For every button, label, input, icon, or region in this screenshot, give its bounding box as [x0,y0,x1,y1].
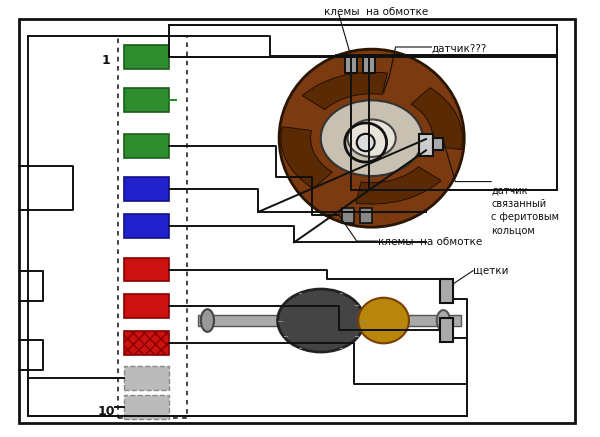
Wedge shape [411,88,463,149]
Wedge shape [281,127,332,189]
Bar [440,319,454,342]
Bar [124,177,169,201]
Bar [124,45,169,69]
Ellipse shape [358,298,409,343]
Ellipse shape [201,309,214,332]
Bar [199,316,461,326]
Bar [419,134,433,156]
Bar [124,257,169,281]
Bar [124,395,169,419]
Bar [433,138,443,150]
Ellipse shape [357,134,374,151]
Text: 10: 10 [97,405,115,418]
Ellipse shape [279,49,464,227]
Wedge shape [356,167,441,204]
Bar [124,134,169,158]
Bar [342,208,354,223]
Wedge shape [302,72,388,110]
Text: щетки: щетки [473,266,509,276]
Bar [124,331,169,355]
Ellipse shape [347,119,396,157]
Text: 1: 1 [101,53,110,66]
Bar [345,55,357,73]
Bar [124,366,169,390]
Bar [360,208,371,223]
Ellipse shape [321,101,422,176]
Text: датчик???: датчик??? [431,44,487,54]
Text: клемы  на обмотке: клемы на обмотке [324,7,428,17]
Text: датчик
связанный
с феритовым
кольцом: датчик связанный с феритовым кольцом [491,186,559,236]
Bar [124,88,169,112]
Bar [363,55,374,73]
Bar [124,295,169,319]
Ellipse shape [278,289,364,352]
Bar [118,36,187,418]
Bar [124,214,169,238]
Bar [440,279,454,303]
Text: клемы  на обмотке: клемы на обмотке [377,237,482,247]
Ellipse shape [437,310,450,331]
